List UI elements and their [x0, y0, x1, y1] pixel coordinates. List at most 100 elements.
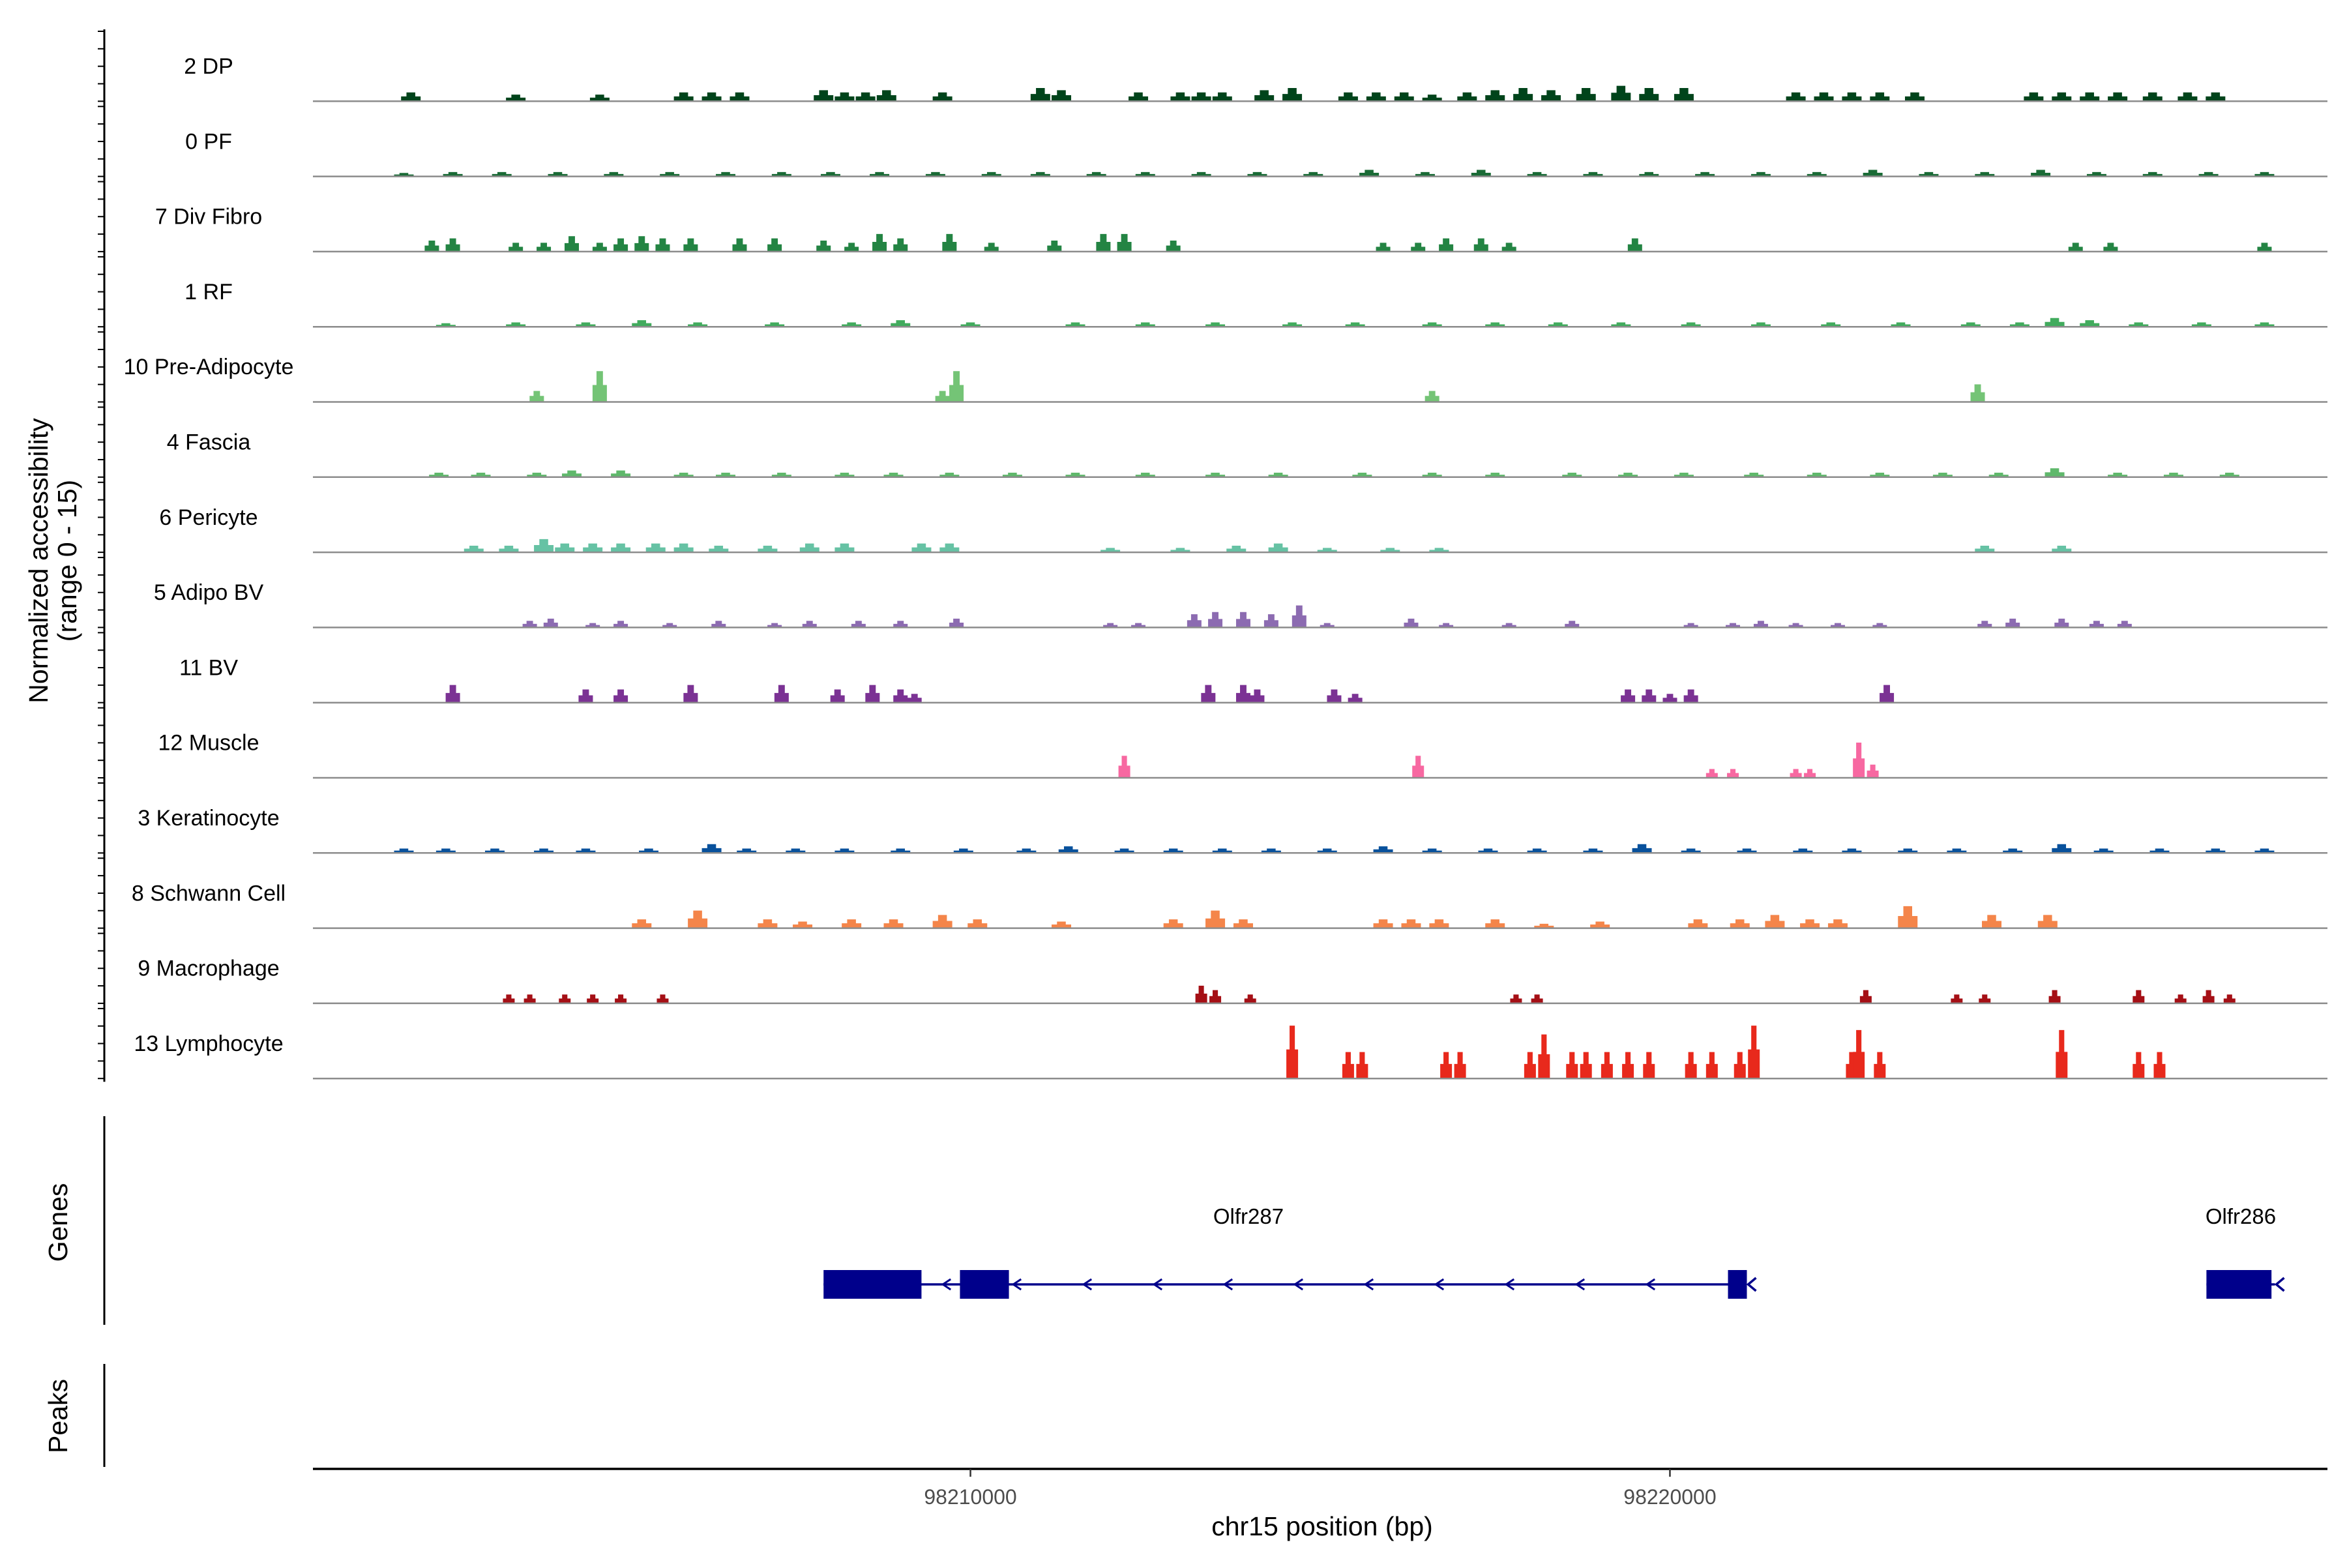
coverage-peak — [1135, 473, 1155, 477]
coverage-peak — [2037, 915, 2058, 928]
coverage-peak — [1821, 322, 1841, 327]
coverage-peak — [830, 689, 845, 703]
coverage-peak — [1618, 473, 1638, 477]
coverage-peak — [632, 919, 652, 928]
coverage-peak — [765, 322, 785, 327]
coverage-peak — [1348, 694, 1363, 703]
coverage-peak — [1531, 994, 1543, 1003]
coverage-peak — [1247, 171, 1267, 177]
coverage-peak — [632, 320, 652, 327]
coverage-peak — [1320, 623, 1335, 628]
coverage-peak — [984, 243, 999, 252]
coverage-peak — [1235, 612, 1250, 628]
coverage-peak — [592, 371, 607, 402]
coverage-peak — [2142, 171, 2162, 177]
coverage-peak — [1622, 1052, 1634, 1079]
coverage-peak — [949, 371, 964, 402]
coverage-peak — [662, 623, 677, 628]
coverage-peak — [1562, 473, 1582, 477]
coverage-peak — [701, 92, 722, 102]
coverage-peak — [1429, 548, 1449, 553]
coverage-peak — [1439, 238, 1454, 252]
coverage-peak — [634, 236, 649, 252]
coverage-peak — [561, 470, 582, 477]
track-label: 1 RF — [185, 280, 233, 304]
coverage-peak — [604, 171, 624, 177]
gene-exon — [2206, 1270, 2272, 1299]
coverage-peak — [645, 543, 666, 553]
coverage-peak — [1411, 243, 1426, 252]
coverage-peak — [1208, 612, 1223, 628]
coverage-peak — [814, 90, 834, 102]
y-axis-label-line2: (range 0 - 15) — [52, 480, 82, 642]
coverage-peak — [1853, 742, 1865, 778]
coverage-peak — [2048, 990, 2061, 1003]
coverage-peak — [774, 685, 789, 703]
coverage-peak — [1457, 92, 1477, 102]
gene-exon — [823, 1270, 922, 1299]
coverage-peak — [1681, 848, 1701, 853]
coverage-peak — [471, 473, 491, 477]
coverage-peak — [1538, 1034, 1550, 1079]
coverage-peak — [1191, 92, 1211, 102]
coverage-peak — [1727, 769, 1739, 778]
coverage-peak — [1898, 848, 1918, 853]
coverage-peak — [583, 543, 603, 553]
coverage-peak — [2133, 1052, 2145, 1079]
coverage-peak — [576, 848, 596, 853]
strand-arrow — [1293, 1278, 1304, 1291]
coverage-peak — [1244, 994, 1256, 1003]
coverage-peak — [981, 171, 1001, 177]
coverage-peak — [1501, 243, 1516, 252]
track-label: 6 Pericyte — [159, 505, 258, 530]
coverage-peak — [967, 919, 988, 928]
coverage-peak — [2129, 322, 2149, 327]
coverage-peak — [429, 473, 449, 477]
coverage-peak — [1627, 238, 1642, 252]
track-label: 5 Adipo BV — [154, 580, 264, 605]
coverage-peak — [2068, 243, 2083, 252]
coverage-peak — [1195, 985, 1207, 1003]
coverage-peak — [834, 848, 855, 853]
coverage-peak — [737, 848, 757, 853]
coverage-peak — [1327, 689, 1342, 703]
x-axis-label: chr15 position (bp) — [1211, 1511, 1433, 1541]
coverage-peak — [1790, 769, 1802, 778]
coverage-peak — [1052, 90, 1072, 102]
peaks-axis-label: Peaks — [43, 1379, 73, 1453]
coverage-peak — [1286, 1026, 1299, 1079]
coverage-peak — [732, 238, 747, 252]
gene-olfr286: Olfr286 — [2206, 1204, 2285, 1299]
coverage-peak — [716, 473, 736, 477]
coverage-peak — [1863, 170, 1883, 177]
coverage-peak — [1454, 1052, 1466, 1079]
coverage-peak — [1611, 322, 1631, 327]
coverage-peak — [1842, 92, 1862, 102]
coverage-peak — [855, 92, 876, 102]
coverage-peak — [509, 243, 524, 252]
coverage-peak — [2093, 848, 2114, 853]
coverage-peak — [960, 322, 981, 327]
coverage-peak — [2219, 473, 2239, 477]
coverage-peak — [673, 543, 694, 553]
coverage-peak — [1726, 623, 1741, 628]
track-9-macrophage: 9 Macrophage — [138, 956, 2327, 1005]
coverage-peak — [1117, 233, 1132, 252]
coverage-peak — [799, 543, 819, 553]
coverage-peak — [1380, 548, 1400, 553]
track-11-bv: 11 BV — [179, 655, 2327, 703]
y-axis-label-line1: Normalized accessibility — [23, 418, 53, 703]
strand-arrow — [1504, 1278, 1515, 1291]
coverage-peak — [1205, 473, 1226, 477]
coverage-peak — [1317, 548, 1337, 553]
coverage-peak — [522, 621, 537, 628]
coverage-peak — [1096, 233, 1111, 252]
coverage-peak — [1212, 92, 1232, 102]
coverage-peak — [1632, 844, 1652, 853]
track-label: 0 PF — [185, 129, 232, 154]
coverage-peak — [711, 621, 726, 628]
coverage-peak — [1705, 1052, 1718, 1079]
coverage-peak — [834, 543, 855, 553]
